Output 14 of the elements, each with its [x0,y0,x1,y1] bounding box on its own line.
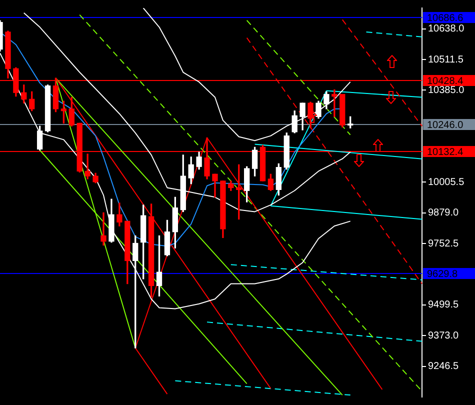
y-tick-label: 9373.0 [428,330,460,342]
y-tick-label: 9246.5 [428,361,460,372]
y-tick-label: 10638.0 [428,24,465,35]
y-tick-label: 9879.0 [428,208,460,219]
y-tick-label: 10385.0 [428,84,465,96]
y-tick-label: 10005.5 [428,177,465,188]
y-tick-label: 9499.5 [428,300,460,311]
ref-line-label: 9629.8 [427,268,458,280]
ref-line-label: 10428.4 [427,76,464,87]
ref-line-label: 10132.4 [427,146,464,158]
y-tick-label: 10511.5 [428,54,464,66]
ref-line-label: 10246.0 [427,120,464,131]
y-tick-label: 9752.5 [428,238,460,250]
ref-line-label: 10686.6 [427,12,464,24]
